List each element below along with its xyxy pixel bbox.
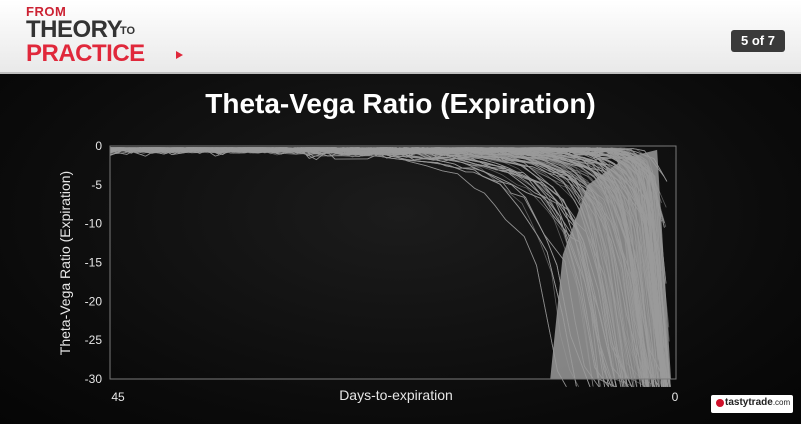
series-line xyxy=(109,147,600,387)
logo-to-text: TO xyxy=(120,25,136,37)
series-line xyxy=(109,147,600,387)
x-tick-label: 45 xyxy=(111,390,125,404)
slide-header: FROM THEORY TO PRACTICE 5 of 7 xyxy=(0,0,801,74)
series-line xyxy=(109,147,605,387)
y-tick-label: -30 xyxy=(85,372,103,386)
series-line xyxy=(109,147,617,387)
series-line xyxy=(109,147,622,387)
plot-frame xyxy=(109,145,677,380)
series-line xyxy=(109,147,669,387)
series-line xyxy=(109,147,609,388)
series-line xyxy=(109,147,600,387)
series-line xyxy=(109,147,591,387)
series-lines xyxy=(109,147,671,388)
brand-name: tastytrade xyxy=(725,397,773,408)
y-axis-label: Theta-Vega Ratio (Expiration) xyxy=(57,171,73,355)
series-line xyxy=(109,147,600,388)
x-tick-label: 0 xyxy=(672,390,679,404)
y-tick-label: -10 xyxy=(85,217,103,231)
series-line xyxy=(109,147,567,387)
y-tick-label: -5 xyxy=(91,178,102,192)
series-line xyxy=(109,147,609,388)
series-line xyxy=(109,147,591,387)
series-line xyxy=(109,147,594,387)
series-line xyxy=(109,147,605,387)
series-line xyxy=(109,147,594,387)
y-tick-label: 0 xyxy=(95,139,102,153)
series-line xyxy=(109,147,567,387)
series-line xyxy=(109,147,567,387)
slide-title: Theta-Vega Ratio (Expiration) xyxy=(205,88,596,119)
page-indicator: 5 of 7 xyxy=(731,30,785,52)
brand-text: tastytrade.com xyxy=(725,397,790,408)
theory-to-practice-logo: FROM THEORY TO PRACTICE xyxy=(26,2,186,68)
series-line xyxy=(109,147,615,387)
y-tick-label: -15 xyxy=(85,256,103,270)
series-line xyxy=(109,147,624,387)
play-arrow-icon xyxy=(176,51,183,59)
series-line xyxy=(109,147,615,387)
series-line xyxy=(109,147,624,387)
series-line xyxy=(109,147,609,387)
series-line xyxy=(109,147,624,387)
cherry-icon xyxy=(716,399,724,407)
logo-practice-text: PRACTICE xyxy=(26,40,145,67)
series-line xyxy=(109,147,615,387)
series-line xyxy=(109,147,591,387)
series-line xyxy=(109,147,609,387)
series-line xyxy=(109,147,625,387)
dense-series-region xyxy=(550,149,671,379)
series-line xyxy=(109,147,591,387)
logo-from-text: FROM xyxy=(26,4,67,19)
series-line xyxy=(109,147,605,387)
series-line xyxy=(109,147,622,387)
series-line xyxy=(109,147,609,388)
series-line xyxy=(109,147,600,388)
series-line xyxy=(109,147,600,387)
y-tick-label: -25 xyxy=(85,333,103,347)
series-line xyxy=(109,147,622,387)
series-line xyxy=(109,147,609,387)
y-tick-label: -20 xyxy=(85,294,103,308)
series-line xyxy=(109,147,622,387)
x-axis-label: Days-to-expiration xyxy=(339,387,453,403)
series-line xyxy=(109,147,624,387)
series-line xyxy=(109,147,609,388)
y-axis-ticks: 0 -5 -10 -15 -20 -25 -30 xyxy=(85,139,103,386)
series-line xyxy=(109,147,600,388)
tastytrade-logo: tastytrade.com xyxy=(711,395,793,413)
logo-theory-text: THEORY xyxy=(26,16,123,43)
brand-suffix: .com xyxy=(772,398,791,407)
series-line xyxy=(109,147,609,387)
series-line xyxy=(109,147,605,387)
